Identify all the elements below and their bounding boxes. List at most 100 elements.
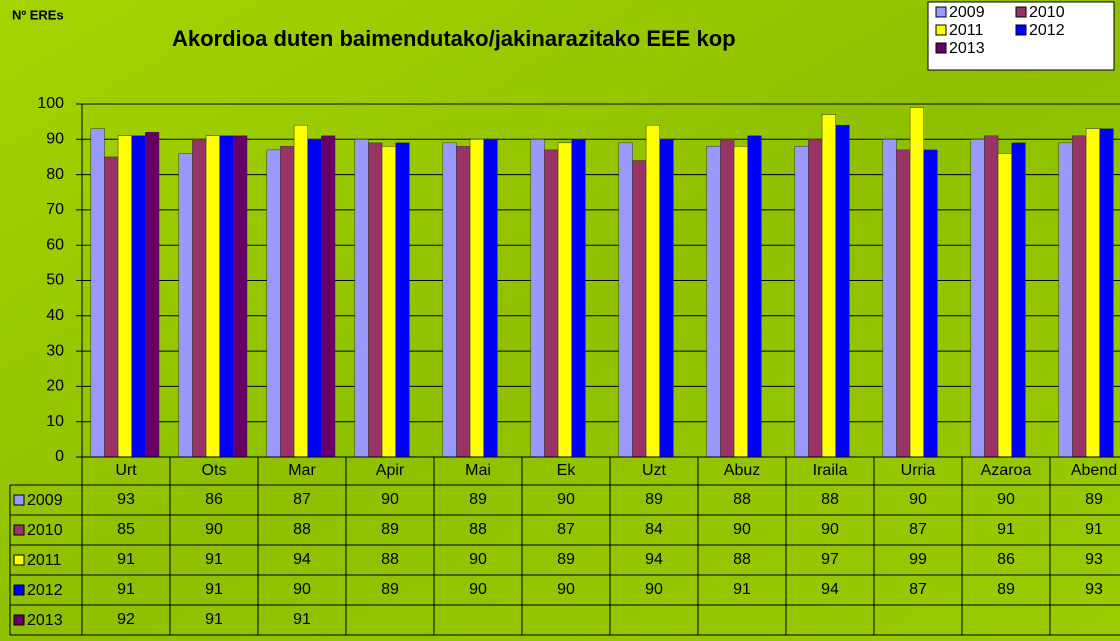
legend-key [13, 524, 25, 536]
y-tick-label: 90 [46, 131, 64, 148]
table-cell: 90 [557, 581, 575, 598]
bar [984, 135, 999, 458]
table-cell: 87 [909, 581, 927, 598]
table-cell: 89 [381, 521, 399, 538]
table-cell: 90 [381, 491, 399, 508]
y-tick-label: 30 [46, 342, 64, 359]
bar [923, 149, 938, 458]
table-cell: 90 [821, 521, 839, 538]
table-cell: 91 [997, 521, 1015, 538]
table-row-label: 2011 [27, 552, 62, 569]
bar [219, 135, 234, 458]
y-tick-label: 20 [46, 378, 64, 395]
bar [632, 160, 647, 458]
bar [354, 139, 369, 458]
chart-title: Akordioa duten baimendutako/jakinarazita… [172, 26, 736, 51]
table-cell: 90 [469, 581, 487, 598]
legend-key [1015, 6, 1027, 18]
x-tick-label: Apir [376, 462, 405, 479]
bar [706, 146, 721, 458]
bar [808, 139, 823, 458]
bar [117, 135, 132, 458]
legend-key [1015, 24, 1027, 36]
bar [293, 124, 308, 458]
bar [1058, 142, 1073, 458]
bar [442, 142, 457, 458]
table-row-label: 2013 [27, 612, 63, 629]
table-cell: 89 [1085, 491, 1103, 508]
bar [395, 142, 410, 458]
bar [733, 146, 748, 458]
table-cell: 91 [117, 551, 135, 568]
bar [131, 135, 146, 458]
table-cell: 93 [117, 491, 135, 508]
table-cell: 91 [205, 551, 223, 568]
table-cell: 86 [997, 551, 1015, 568]
x-tick-label: Mar [288, 462, 316, 479]
x-tick-label: Uzt [642, 462, 667, 479]
table-cell: 91 [733, 581, 751, 598]
table-cell: 88 [821, 491, 839, 508]
table-cell: 90 [733, 521, 751, 538]
table-cell: 91 [293, 611, 311, 628]
bar [659, 139, 674, 458]
bar [882, 139, 897, 458]
bar [530, 139, 545, 458]
x-tick-label: Urt [115, 462, 137, 479]
table-cell: 89 [557, 551, 575, 568]
legend-label: 2012 [1029, 22, 1065, 39]
bar [618, 142, 633, 458]
bar [835, 124, 850, 458]
y-tick-label: 40 [46, 307, 64, 324]
table-cell: 89 [645, 491, 663, 508]
legend-key [13, 584, 25, 596]
bar [368, 142, 383, 458]
bar [645, 124, 660, 458]
table-cell: 94 [821, 581, 839, 598]
legend-key [935, 6, 947, 18]
bar [307, 139, 322, 458]
table-row-label: 2012 [27, 582, 63, 599]
table-cell: 90 [293, 581, 311, 598]
table-cell: 94 [645, 551, 663, 568]
table-cell: 97 [821, 551, 839, 568]
legend-key [13, 614, 25, 626]
table-cell: 91 [205, 611, 223, 628]
bar [720, 139, 735, 458]
bar [571, 139, 586, 458]
bar [747, 135, 762, 458]
bar [1072, 135, 1087, 458]
y-tick-label: 70 [46, 201, 64, 218]
table-cell: 90 [469, 551, 487, 568]
bar [104, 156, 119, 458]
bar [794, 146, 809, 458]
bar [381, 146, 396, 458]
y-tick-label: 100 [37, 95, 64, 112]
bar [997, 153, 1012, 458]
legend-label: 2010 [1029, 4, 1065, 21]
table-cell: 91 [117, 581, 135, 598]
bar [896, 149, 911, 458]
y-tick-label: 60 [46, 236, 64, 253]
table-cell: 93 [1085, 551, 1103, 568]
legend-key [935, 24, 947, 36]
bar [557, 142, 572, 458]
x-tick-label: Mai [465, 462, 491, 479]
table-cell: 93 [1085, 581, 1103, 598]
legend-label: 2013 [949, 40, 985, 57]
table-cell: 88 [733, 551, 751, 568]
bar [178, 153, 193, 458]
table-cell: 86 [205, 491, 223, 508]
table-cell: 88 [469, 521, 487, 538]
legend-key [935, 42, 947, 54]
bar [280, 146, 295, 458]
bar [1085, 128, 1100, 458]
bar [483, 139, 498, 458]
x-tick-label: Iraila [813, 462, 848, 479]
table-row-label: 2009 [27, 492, 63, 509]
bar [544, 149, 559, 458]
table-cell: 91 [205, 581, 223, 598]
bar [205, 135, 220, 458]
table-cell: 89 [381, 581, 399, 598]
bar [233, 135, 248, 458]
